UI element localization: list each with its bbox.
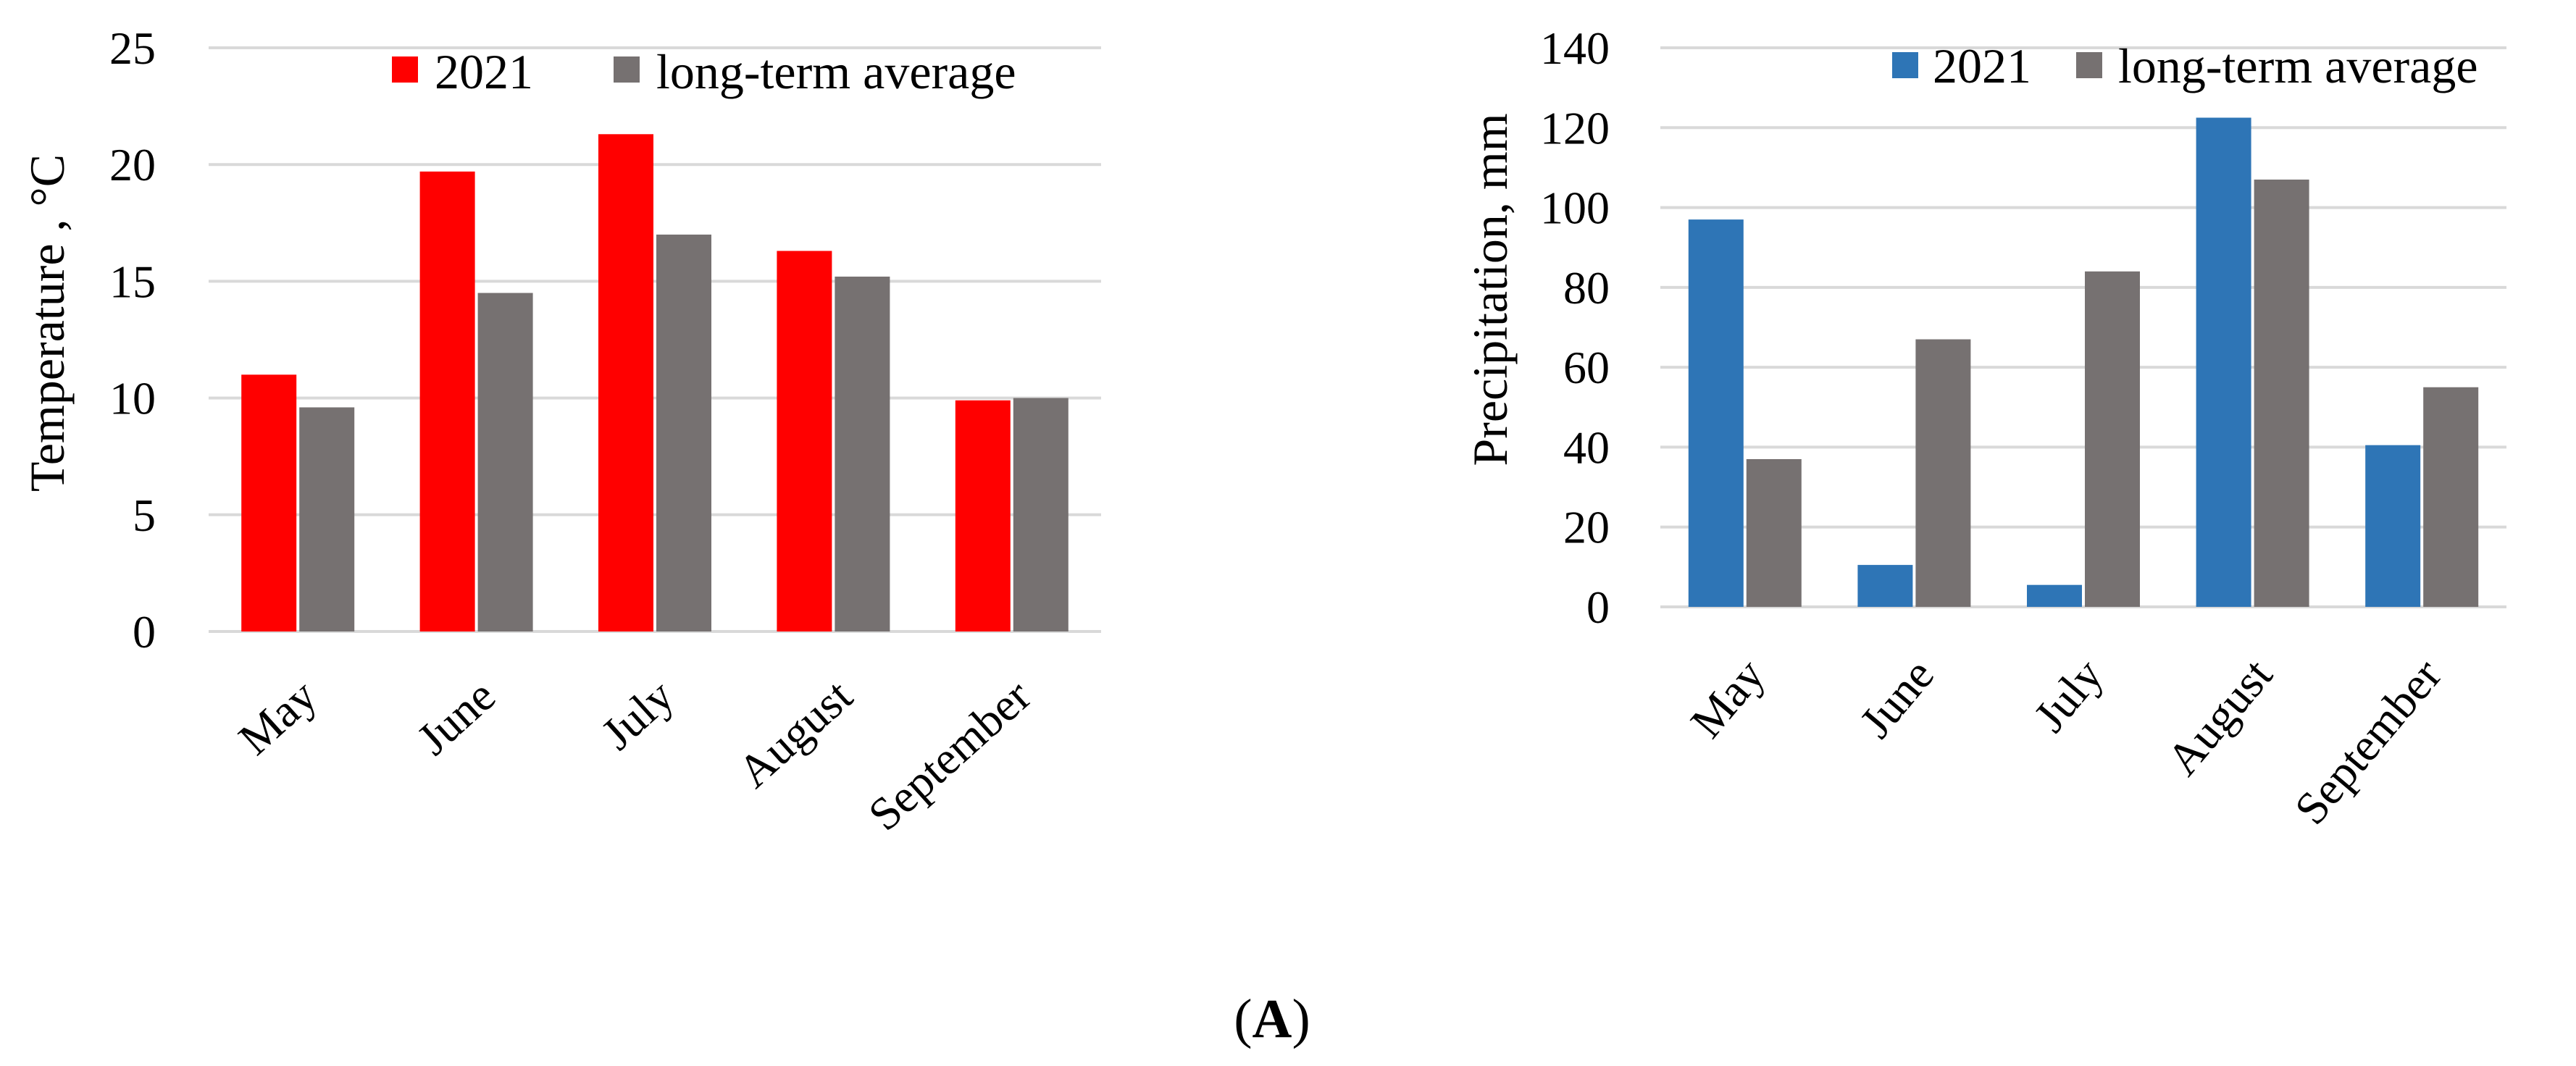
temperature-legend: 2021 long-term average (392, 44, 1016, 99)
temperature-x-tick-label-july: July (592, 670, 684, 760)
panel-label-letter: A (1253, 989, 1292, 1049)
temperature-y-tick-label: 0 (133, 606, 156, 658)
temperature-y-tick-label: 5 (133, 490, 156, 541)
precipitation-y-tick-label: 100 (1540, 182, 1610, 234)
temperature-bar-2021-june (419, 171, 475, 631)
precipitation-chart: 0 20 40 60 80 100 120 140 May June July August Sept… (1463, 22, 2506, 834)
temperature-y-tick-label: 20 (109, 139, 156, 190)
temperature-bar-2021-july (598, 134, 653, 632)
precipitation-x-tick-label-may: May (1681, 649, 1775, 747)
precipitation-legend-swatch-average (2076, 52, 2102, 78)
temperature-legend-label-average: long-term average (656, 44, 1016, 99)
panel-label: (A) (1234, 989, 1310, 1049)
precipitation-bar-average-june (1915, 339, 1971, 607)
precipitation-legend: 2021 long-term average (1892, 38, 2478, 93)
precipitation-bar-average-may (1746, 458, 1802, 607)
precipitation-bar-average-september (2423, 387, 2479, 607)
precipitation-x-tick-label-august: August (2157, 649, 2282, 784)
precipitation-legend-label-average: long-term average (2118, 38, 2478, 93)
temperature-x-tick-label-august: August (728, 669, 862, 797)
precipitation-x-tick-label-june: June (1849, 649, 1944, 747)
temperature-x-tick-label-september: September (858, 670, 1040, 841)
precipitation-bar-average-august (2254, 179, 2309, 607)
temperature-x-tick-label-may: May (229, 670, 327, 765)
precipitation-y-tick-label: 0 (1586, 582, 1610, 633)
precipitation-y-ticks: 0 20 40 60 80 100 120 140 (1540, 22, 1610, 633)
precipitation-y-tick-label: 20 (1563, 502, 1610, 553)
precipitation-y-tick-label: 40 (1563, 421, 1610, 473)
precipitation-x-ticks: May June July August September (1681, 649, 2451, 834)
temperature-gridlines (209, 46, 1101, 633)
temperature-bar-average-july (656, 234, 711, 631)
precipitation-gridlines (1660, 46, 2506, 608)
temperature-y-ticks: 0 5 10 15 20 25 (109, 22, 156, 658)
temperature-legend-swatch-average (614, 56, 640, 83)
precipitation-bars (1688, 117, 2479, 608)
temperature-bar-2021-may (241, 374, 297, 631)
temperature-y-tick-label: 10 (109, 373, 156, 424)
precipitation-y-tick-label: 80 (1563, 262, 1610, 314)
panel-label-open: ( (1234, 989, 1252, 1049)
temperature-y-tick-label: 15 (109, 256, 156, 307)
precipitation-bar-2021-july (2027, 584, 2082, 607)
temperature-x-tick-label-june: June (407, 670, 505, 765)
temperature-bar-average-august (835, 276, 890, 631)
precipitation-legend-label-2021: 2021 (1933, 38, 2031, 93)
temperature-bar-2021-september (955, 400, 1011, 631)
precipitation-x-tick-label-july: July (2024, 649, 2113, 741)
precipitation-y-axis-title: Precipitation, mm (1463, 113, 1518, 466)
precipitation-x-tick-label-september: September (2285, 649, 2451, 834)
precipitation-bar-2021-august (2196, 117, 2251, 607)
precipitation-bar-average-july (2085, 271, 2140, 607)
temperature-bar-average-may (299, 407, 355, 631)
temperature-bar-average-june (477, 293, 533, 631)
precipitation-bar-2021-june (1857, 565, 1913, 607)
panel-label-close: ) (1292, 989, 1310, 1049)
temperature-y-axis-title: Temperature , °C (20, 154, 75, 492)
temperature-bar-average-september (1013, 398, 1069, 631)
temperature-bars (241, 134, 1069, 632)
temperature-legend-swatch-2021 (392, 56, 418, 83)
precipitation-bar-2021-september (2365, 445, 2421, 607)
temperature-bar-2021-august (777, 251, 832, 631)
precipitation-y-tick-label: 120 (1540, 102, 1610, 154)
temperature-y-tick-label: 25 (109, 22, 156, 74)
precipitation-legend-swatch-2021 (1892, 52, 1918, 78)
temperature-legend-label-2021: 2021 (435, 44, 533, 99)
precipitation-y-tick-label: 60 (1563, 342, 1610, 393)
precipitation-y-tick-label: 140 (1540, 22, 1610, 74)
precipitation-bar-2021-may (1688, 219, 1744, 608)
